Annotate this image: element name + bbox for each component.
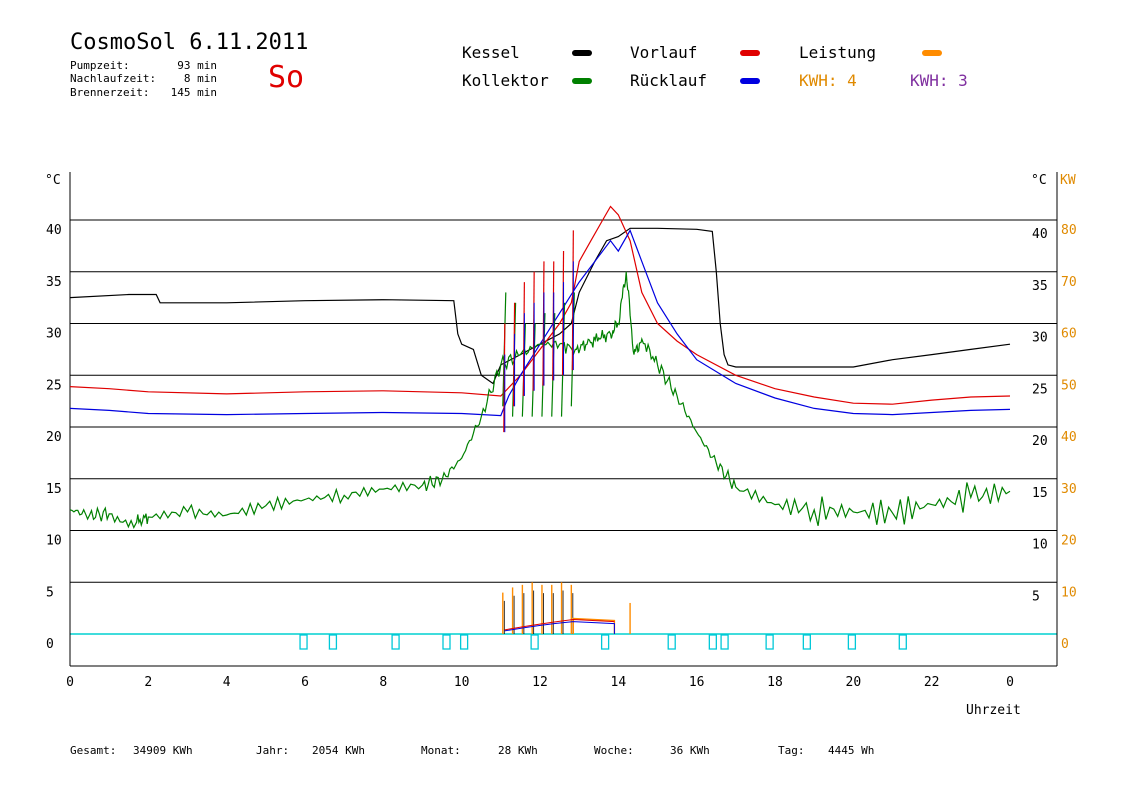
brennerzeit-value: 145 min <box>170 86 217 99</box>
y-tick-right: 15 <box>1032 486 1048 501</box>
chart-series <box>69 205 1011 529</box>
y-tick-left: 30 <box>46 327 62 342</box>
y-tick-right: 10 <box>1032 538 1048 553</box>
x-tick-label: 16 <box>689 675 705 690</box>
x-tick-label: 20 <box>846 675 862 690</box>
legend-kollektor-swatch <box>572 78 592 84</box>
jahr-label: Jahr: <box>256 744 290 757</box>
y-tick-left: 10 <box>46 534 62 549</box>
legend-kwh-solar: KWH: 4 <box>799 71 857 90</box>
y-tick-right: 5 <box>1032 589 1040 604</box>
legend-vorlauf-label: Vorlauf <box>630 43 698 62</box>
pump-marker <box>459 634 469 650</box>
y-tick-power: 20 <box>1061 534 1077 549</box>
brennerzeit-label: Brennerzeit: <box>70 86 150 99</box>
chart-title: CosmoSol 6.11.2011 <box>70 30 309 55</box>
legend-kwh-secondary: KWH: 3 <box>910 71 968 90</box>
x-tick-label: 10 <box>454 675 470 690</box>
tag-label: Tag: <box>778 744 805 757</box>
y-unit-left: °C <box>45 173 61 188</box>
x-tick-label: 4 <box>223 675 231 690</box>
pumpzeit-label: Pumpzeit: <box>70 59 130 72</box>
legend-leistung-swatch <box>922 50 942 56</box>
chart-axes: °C °C KW Uhrzeit <box>45 172 1076 718</box>
gesamt-label: Gesamt: <box>70 744 117 757</box>
y-tick-power: 0 <box>1061 637 1069 652</box>
y-tick-power: 80 <box>1061 223 1077 238</box>
pump-marker <box>328 634 338 650</box>
pump-marker <box>442 634 451 650</box>
x-tick-label: 0 <box>66 675 74 690</box>
legend-leistung-label: Leistung <box>799 43 877 62</box>
pump-marker <box>708 634 717 650</box>
series-vorlauf <box>69 205 1011 405</box>
power-vorlauf <box>504 619 615 631</box>
y-unit-power: KW <box>1060 173 1076 188</box>
x-tick-label: 6 <box>301 675 309 690</box>
pump-marker <box>391 634 400 650</box>
y-tick-right: 25 <box>1032 382 1048 397</box>
x-tick-label: 2 <box>144 675 152 690</box>
pump-marker <box>600 634 610 650</box>
legend-kollektor-label: Kollektor <box>462 71 549 90</box>
chart-power <box>502 582 631 634</box>
nachlaufzeit-value: 8 min <box>183 72 217 85</box>
monat-value: 28 KWh <box>498 744 538 757</box>
pump-markers <box>299 634 907 650</box>
y-tick-power: 60 <box>1061 327 1077 342</box>
y-tick-power: 10 <box>1061 585 1077 600</box>
weekday-label: So <box>268 60 305 95</box>
x-tick-label: 8 <box>379 675 387 690</box>
series-ruecklauf <box>69 228 1011 417</box>
tag-value: 4445 Wh <box>828 744 875 757</box>
y-tick-power: 40 <box>1061 430 1077 445</box>
woche-label: Woche: <box>594 744 634 757</box>
pumpzeit-value: 93 min <box>177 59 217 72</box>
legend-ruecklauf-swatch <box>740 78 760 84</box>
x-tick-label: 12 <box>532 675 548 690</box>
pump-marker <box>667 634 676 650</box>
y-tick-left: 15 <box>46 482 62 497</box>
y-tick-right: 20 <box>1032 434 1048 449</box>
y-tick-left: 35 <box>46 275 62 290</box>
y-tick-left: 5 <box>46 585 54 600</box>
pump-marker <box>720 634 729 650</box>
x-tick-label: 14 <box>611 675 627 690</box>
legend-kessel-label: Kessel <box>462 43 520 62</box>
pump-marker <box>847 634 857 650</box>
legend-kessel-swatch <box>572 50 592 56</box>
power-ruecklauf <box>504 621 615 634</box>
gesamt-value: 34909 KWh <box>133 744 193 757</box>
y-unit-right: °C <box>1031 173 1047 188</box>
x-tick-label: 0 <box>1006 675 1014 690</box>
y-tick-right: 30 <box>1032 331 1048 346</box>
y-tick-power: 70 <box>1061 275 1077 290</box>
monat-label: Monat: <box>421 744 461 757</box>
y-tick-power: 30 <box>1061 482 1077 497</box>
nachlaufzeit-label: Nachlaufzeit: <box>70 72 157 85</box>
series-kollektor <box>69 271 1011 529</box>
chart-tick-labels: 0510152025303540510152025303540010203040… <box>46 223 1077 690</box>
pump-marker <box>530 634 539 650</box>
x-axis-label: Uhrzeit <box>966 703 1021 718</box>
series-kessel <box>69 227 1011 385</box>
woche-value: 36 KWh <box>670 744 710 757</box>
y-tick-left: 0 <box>46 637 54 652</box>
x-tick-label: 22 <box>924 675 940 690</box>
legend-ruecklauf-label: Rücklauf <box>630 71 708 90</box>
y-tick-left: 40 <box>46 223 62 238</box>
pump-marker <box>299 634 308 650</box>
y-tick-right: 35 <box>1032 279 1048 294</box>
x-tick-label: 18 <box>767 675 783 690</box>
legend-vorlauf-swatch <box>740 50 760 56</box>
pump-marker <box>765 634 774 650</box>
y-tick-power: 50 <box>1061 378 1077 393</box>
y-tick-left: 20 <box>46 430 62 445</box>
pump-marker <box>802 634 811 650</box>
y-tick-left: 25 <box>46 378 62 393</box>
pump-marker <box>898 634 907 650</box>
y-tick-right: 40 <box>1032 227 1048 242</box>
jahr-value: 2054 KWh <box>312 744 365 757</box>
